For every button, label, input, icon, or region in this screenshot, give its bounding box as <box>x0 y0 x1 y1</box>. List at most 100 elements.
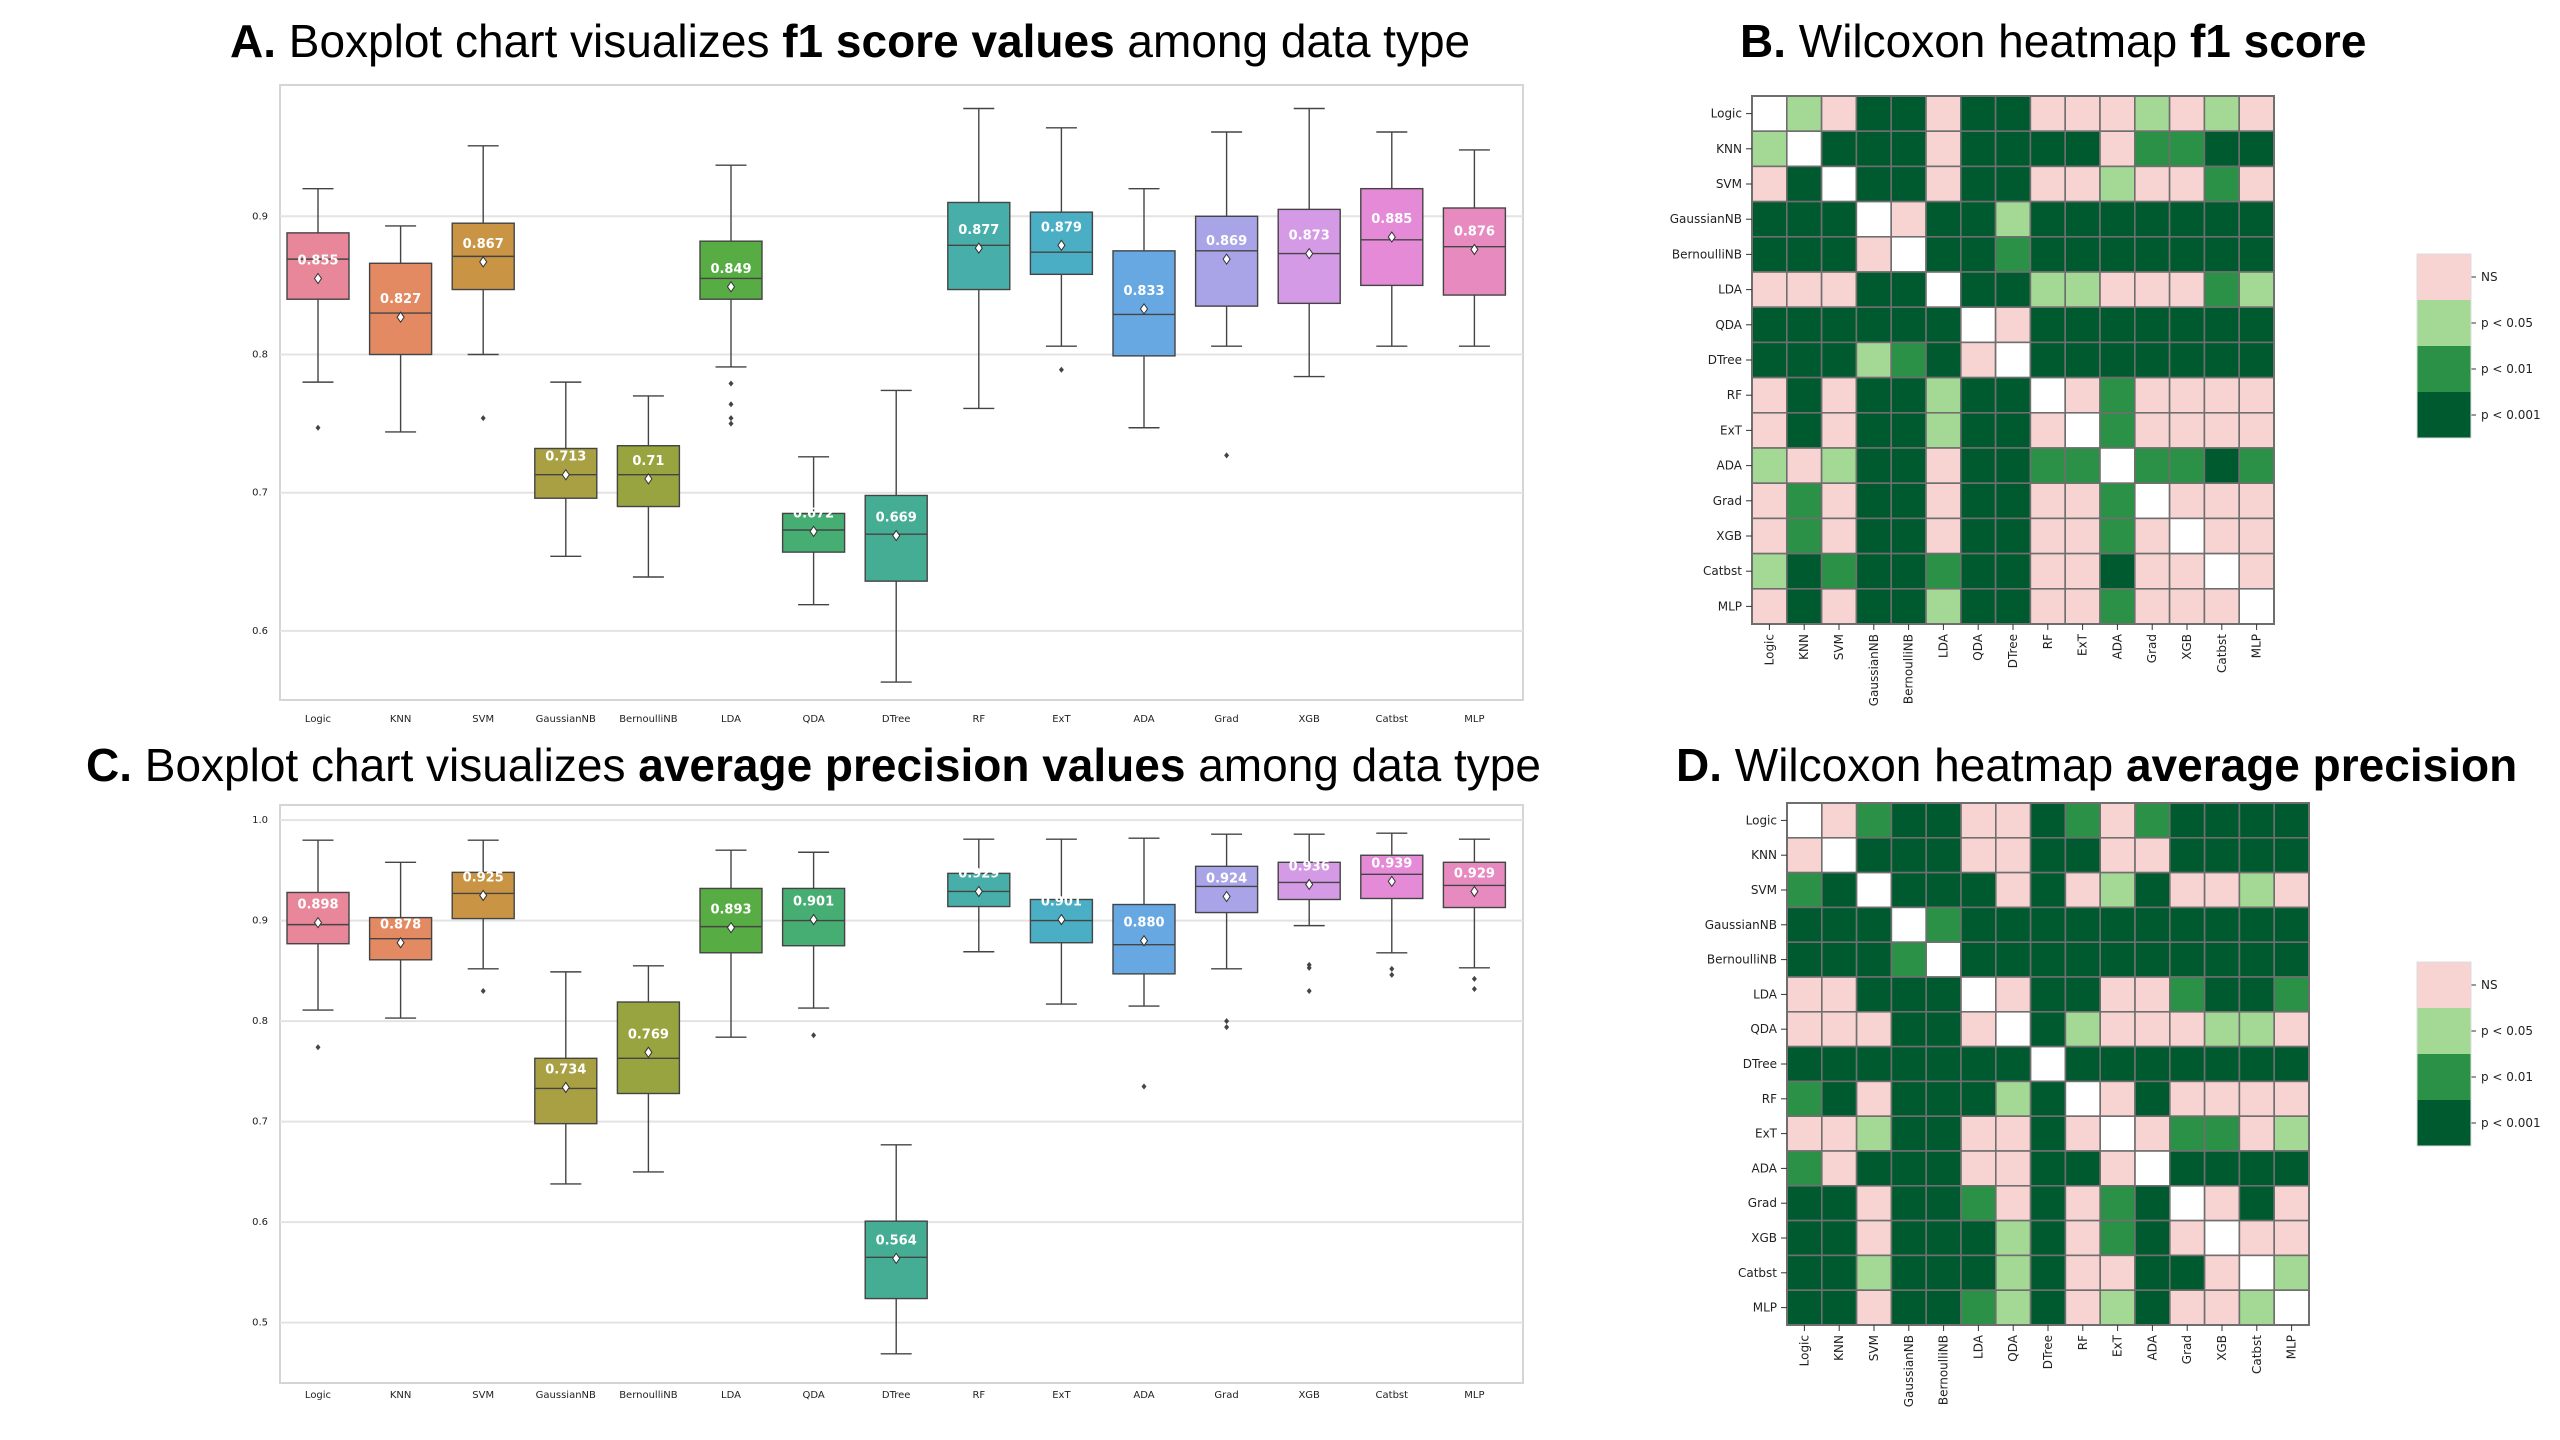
heatmap-cell-b <box>2203 587 2240 625</box>
heatmap-cell-b <box>2099 376 2136 414</box>
mean-marker <box>1470 885 1479 898</box>
heatmap-row-label-b: Grad <box>1713 494 1742 508</box>
heatmap-cell-d <box>2064 1254 2101 1292</box>
heatmap-cell-d <box>1786 1185 1823 1222</box>
heatmap-cell-b <box>1925 482 1962 520</box>
heatmap-cell-b <box>1994 341 2032 379</box>
mean-marker <box>809 525 818 538</box>
mean-marker <box>561 468 570 481</box>
panel-d-title: D. Wilcoxon heatmap average precision <box>1676 742 2517 788</box>
x-tick-label-a: BernoulliNB <box>619 714 678 725</box>
heatmap-cell-b <box>2238 376 2275 414</box>
heatmap-cell-b <box>1751 517 1788 555</box>
panel-d-title-bold: average precision <box>2125 739 2518 791</box>
heatmap-cell-b <box>2029 236 2067 273</box>
x-tick-label-a: SVM <box>472 714 494 725</box>
heatmap-cell-b <box>1786 271 1823 309</box>
heatmap-cell-d <box>2273 1150 2310 1187</box>
heatmap-cell-b <box>1960 376 1997 414</box>
y-tick-label-a: 0.9 <box>252 211 268 222</box>
y-tick-label-c: 1.0 <box>252 815 268 826</box>
heatmap-cell-b <box>2029 200 2067 238</box>
x-tick-label-a: Grad <box>1214 714 1238 725</box>
heatmap-cell-d <box>1925 871 1962 909</box>
heatmap-row-label-d: RF <box>1762 1092 1777 1106</box>
heatmap-cell-d <box>2064 836 2101 874</box>
panel-c-title-bold: average precision values <box>638 739 1186 791</box>
heatmap-cell-d <box>2099 1080 2136 1118</box>
heatmap-cell-b <box>1994 587 2032 625</box>
heatmap-cell-b <box>2168 411 2206 449</box>
heatmap-cell-d <box>1855 1185 1893 1222</box>
heatmap-cell-d <box>2169 1010 2206 1048</box>
mean-marker <box>479 889 488 902</box>
mean-value-label: 0.929 <box>958 866 999 881</box>
outlier-point <box>1389 971 1395 978</box>
heatmap-cell-b <box>1890 165 1927 203</box>
heatmap-row-label-b: SVM <box>1716 177 1742 191</box>
heatmap-cell-d <box>2099 871 2136 909</box>
heatmap-cell-d <box>2203 1010 2241 1048</box>
panel-b-title: B. Wilcoxon heatmap f1 score <box>1740 18 2366 64</box>
heatmap-cell-b <box>2134 95 2171 133</box>
heatmap-cell-b <box>1925 200 1962 238</box>
heatmap-cell-d <box>2099 906 2136 944</box>
heatmap-cell-b <box>2099 482 2136 520</box>
heatmap-cell-d <box>2238 836 2275 874</box>
heatmap-cell-d <box>2273 1289 2310 1326</box>
heatmap-cell-d <box>1786 1045 1823 1083</box>
heatmap-cell-d <box>1960 1185 1997 1222</box>
mean-value-label: 0.924 <box>1206 871 1247 886</box>
heatmap-cell-d <box>1960 1254 1997 1292</box>
heatmap-cell-b <box>2099 165 2136 203</box>
x-tick-label-a: GaussianNB <box>536 714 596 725</box>
mean-marker <box>809 913 818 926</box>
heatmap-cell-d <box>2203 1045 2241 1083</box>
heatmap-cell-b <box>2168 447 2206 485</box>
heatmap-cell-b <box>2029 552 2067 590</box>
heatmap-cell-d <box>2238 1289 2275 1326</box>
heatmap-cell-b <box>1960 447 1997 485</box>
heatmap-cell-d <box>2099 1219 2136 1257</box>
heatmap-cell-b <box>1751 271 1788 309</box>
heatmap-cell-d <box>2238 871 2275 909</box>
heatmap-cell-b <box>2064 587 2101 625</box>
heatmap-cell-d <box>1890 1115 1928 1152</box>
heatmap-cell-d <box>1995 906 2032 944</box>
heatmap-cell-d <box>2029 1289 2067 1326</box>
heatmap-cell-d <box>2273 871 2310 909</box>
outlier-point <box>728 415 734 422</box>
heatmap-cell-d <box>2134 1185 2171 1222</box>
heatmap-cell-b <box>2203 200 2240 238</box>
x-tick-label-c: ADA <box>1133 1390 1154 1401</box>
y-tick-label-c: 0.5 <box>252 1318 268 1329</box>
heatmap-cell-b <box>2064 411 2101 449</box>
heatmap-cell-b <box>1925 517 1962 555</box>
heatmap-cell-b <box>1751 341 1788 379</box>
heatmap-cell-b <box>1890 552 1927 590</box>
heatmap-col-label-d: XGB <box>2215 1335 2229 1361</box>
heatmap-cell-d <box>1960 1045 1997 1083</box>
heatmap-cell-b <box>1751 376 1788 414</box>
heatmap-cell-d <box>1786 1289 1823 1326</box>
heatmap-col-label-b: GaussianNB <box>1867 634 1881 706</box>
mean-marker <box>1222 890 1231 903</box>
heatmap-cell-b <box>1925 411 1962 449</box>
panel-c-title: C. Boxplot chart visualizes average prec… <box>86 742 1541 788</box>
heatmap-cell-d <box>1960 1219 1997 1257</box>
heatmap-cell-b <box>1960 341 1997 379</box>
mean-marker <box>1057 239 1066 252</box>
heatmap-cell-b <box>1786 165 1823 203</box>
heatmap-cell-b <box>1890 482 1927 520</box>
outlier-point <box>1306 964 1312 971</box>
outlier-point <box>1471 985 1477 992</box>
heatmap-cell-d <box>2099 1254 2136 1292</box>
heatmap-cell-d <box>2169 1185 2206 1222</box>
panel-a-title-post: among data type <box>1114 15 1471 67</box>
heatmap-cell-d <box>1995 1254 2032 1292</box>
mean-value-label: 0.71 <box>632 454 664 469</box>
heatmap-cell-d <box>1925 1289 1962 1326</box>
y-tick-label-a: 0.6 <box>252 626 268 637</box>
heatmap-cell-b <box>2099 552 2136 590</box>
mean-value-label: 0.769 <box>628 1027 669 1042</box>
